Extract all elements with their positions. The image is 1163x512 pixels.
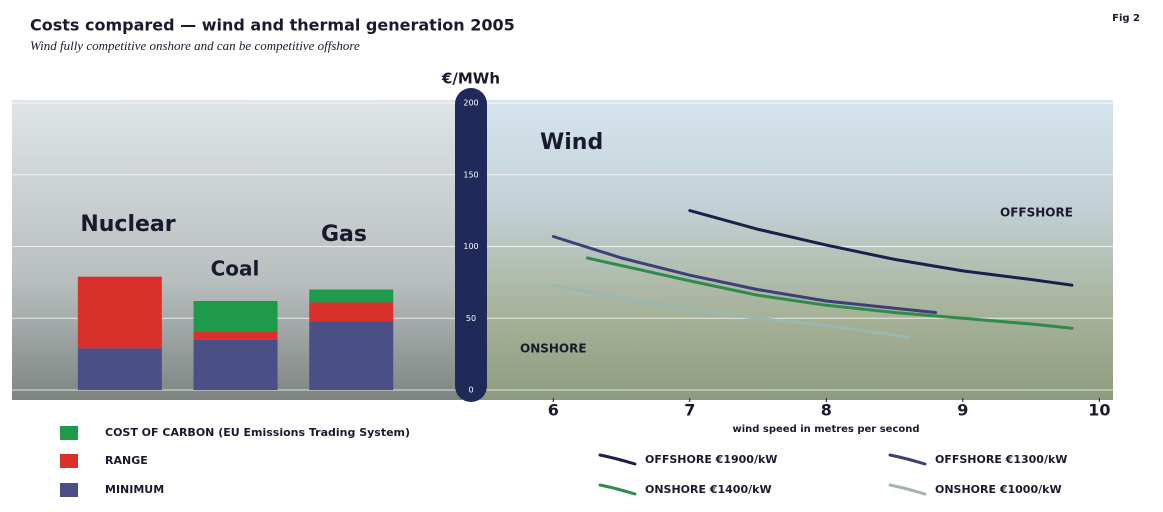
bar-segment xyxy=(309,290,393,303)
legend-label: COST OF CARBON (EU Emissions Trading Sys… xyxy=(105,426,410,439)
bar-segment xyxy=(194,331,278,340)
y-tick-label: 150 xyxy=(463,170,478,179)
annotation: ONSHORE xyxy=(520,342,587,356)
y-tick-label: 0 xyxy=(468,386,473,395)
x-axis-label: wind speed in metres per second xyxy=(732,424,919,435)
legend-swatch xyxy=(60,483,78,497)
x-tick-label: 10 xyxy=(1088,401,1110,420)
legend-swatch xyxy=(60,454,78,468)
annotation: OFFSHORE xyxy=(1000,206,1073,220)
legend-line xyxy=(600,485,635,494)
figure-label: Fig 2 xyxy=(1112,13,1140,24)
legend-label: ONSHORE €1000/kW xyxy=(935,483,1062,496)
x-tick-label: 8 xyxy=(821,401,832,420)
bar-segment xyxy=(309,321,393,390)
x-tick-label: 7 xyxy=(684,401,695,420)
chart-subtitle: Wind fully competitive onshore and can b… xyxy=(30,38,360,53)
legend-label: MINIMUM xyxy=(105,483,164,496)
bar-segment xyxy=(309,302,393,321)
bar-segment xyxy=(194,340,278,390)
legend-label: OFFSHORE €1900/kW xyxy=(645,453,777,466)
legend-line xyxy=(890,485,925,494)
legend-swatch xyxy=(60,426,78,440)
x-tick-label: 9 xyxy=(957,401,968,420)
chart-title: Costs compared — wind and thermal genera… xyxy=(30,16,515,35)
annotation: Wind xyxy=(540,130,603,155)
category-label: Nuclear xyxy=(80,212,175,237)
legend-label: RANGE xyxy=(105,454,148,467)
bar-segment xyxy=(194,301,278,331)
y-axis-label: €/MWh xyxy=(441,70,500,88)
category-label: Coal xyxy=(211,257,260,281)
category-label: Gas xyxy=(321,222,367,247)
y-tick-label: 200 xyxy=(463,99,478,108)
x-tick-label: 6 xyxy=(548,401,559,420)
chart: Costs compared — wind and thermal genera… xyxy=(0,0,1163,512)
y-tick-label: 50 xyxy=(466,314,476,323)
y-tick-label: 100 xyxy=(463,242,478,251)
page: Costs compared — wind and thermal genera… xyxy=(0,0,1163,512)
legend-label: OFFSHORE €1300/kW xyxy=(935,453,1067,466)
bar-segment xyxy=(78,348,162,390)
bar-segment xyxy=(78,277,162,349)
legend-line xyxy=(600,455,635,464)
legend-line xyxy=(890,455,925,464)
legend-label: ONSHORE €1400/kW xyxy=(645,483,772,496)
